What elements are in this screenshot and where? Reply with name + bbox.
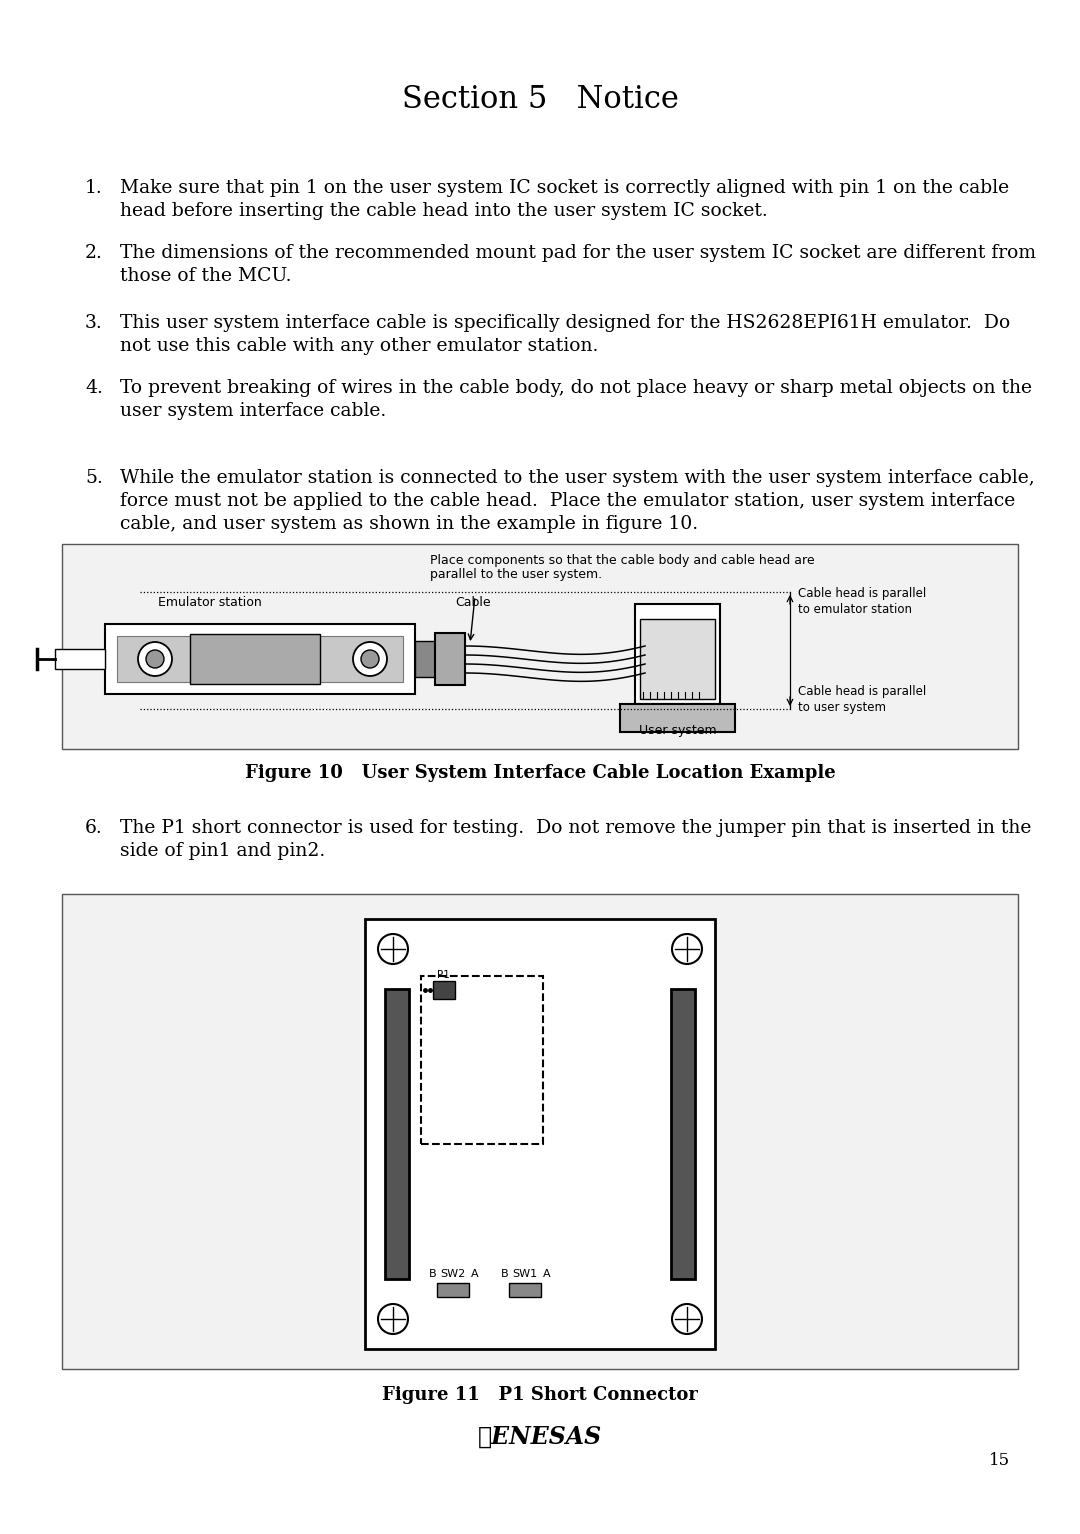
Text: Emulator station: Emulator station [158, 597, 261, 609]
Text: B: B [501, 1269, 509, 1279]
Text: While the emulator station is connected to the user system with the user system : While the emulator station is connected … [120, 469, 1035, 486]
Text: The P1 short connector is used for testing.  Do not remove the jumper pin that i: The P1 short connector is used for testi… [120, 819, 1031, 838]
Bar [635, 604, 720, 704]
Text: A: A [471, 1269, 478, 1279]
Bar [62, 894, 1018, 1368]
Text: To prevent breaking of wires in the cable body, do not place heavy or sharp meta: To prevent breaking of wires in the cabl… [120, 379, 1032, 397]
Text: SW2: SW2 [441, 1269, 465, 1279]
Text: ℜENESAS: ℜENESAS [478, 1425, 602, 1450]
Circle shape [378, 1304, 408, 1335]
Text: 6.: 6. [85, 819, 103, 838]
Text: user system interface cable.: user system interface cable. [120, 402, 387, 420]
Bar [433, 982, 455, 999]
Bar [105, 624, 415, 693]
Text: Figure 11   P1 Short Connector: Figure 11 P1 Short Connector [382, 1387, 698, 1404]
Text: 5.: 5. [85, 469, 103, 486]
Circle shape [361, 650, 379, 667]
Text: cable, and user system as shown in the example in figure 10.: cable, and user system as shown in the e… [120, 515, 698, 532]
Text: Cable head is parallel
to emulator station: Cable head is parallel to emulator stati… [798, 588, 927, 617]
Bar [190, 634, 320, 684]
Bar [509, 1282, 541, 1298]
Bar [62, 545, 1018, 749]
Circle shape [672, 1304, 702, 1335]
Text: head before inserting the cable head into the user system IC socket.: head before inserting the cable head int… [120, 202, 768, 219]
Text: P1: P1 [437, 969, 450, 980]
Text: Make sure that pin 1 on the user system IC socket is correctly aligned with pin : Make sure that pin 1 on the user system … [120, 179, 1009, 196]
Text: This user system interface cable is specifically designed for the HS2628EPI61H e: This user system interface cable is spec… [120, 314, 1010, 331]
Text: 1.: 1. [85, 179, 103, 196]
Bar [421, 976, 543, 1144]
Text: 4.: 4. [85, 379, 103, 397]
Text: force must not be applied to the cable head.  Place the emulator station, user s: force must not be applied to the cable h… [120, 492, 1015, 509]
Bar [117, 637, 403, 683]
Bar [365, 919, 715, 1348]
Text: Figure 10   User System Interface Cable Location Example: Figure 10 User System Interface Cable Lo… [245, 764, 835, 782]
Circle shape [353, 643, 387, 676]
Bar [640, 620, 715, 700]
Text: SW1: SW1 [512, 1269, 538, 1279]
Circle shape [138, 643, 172, 676]
Text: 3.: 3. [85, 314, 103, 331]
Circle shape [672, 934, 702, 963]
Text: side of pin1 and pin2.: side of pin1 and pin2. [120, 842, 325, 861]
Circle shape [146, 650, 164, 667]
Text: Cable: Cable [455, 597, 490, 609]
Text: 15: 15 [989, 1453, 1010, 1470]
Text: Section 5   Notice: Section 5 Notice [402, 84, 678, 115]
Text: Cable head is parallel
to user system: Cable head is parallel to user system [798, 686, 927, 713]
Text: The dimensions of the recommended mount pad for the user system IC socket are di: The dimensions of the recommended mount … [120, 244, 1036, 262]
Text: Place components so that the cable body and cable head are: Place components so that the cable body … [430, 554, 814, 568]
Text: parallel to the user system.: parallel to the user system. [430, 568, 603, 581]
Bar [55, 649, 105, 669]
Bar [620, 704, 735, 732]
Circle shape [378, 934, 408, 963]
Text: those of the MCU.: those of the MCU. [120, 267, 292, 285]
Text: User system: User system [638, 724, 716, 736]
Text: A: A [543, 1269, 551, 1279]
Text: not use this cable with any other emulator station.: not use this cable with any other emulat… [120, 337, 598, 354]
Bar [437, 1282, 469, 1298]
Text: 2.: 2. [85, 244, 103, 262]
Bar [415, 641, 435, 676]
Bar [384, 989, 409, 1279]
Bar [671, 989, 696, 1279]
Bar [435, 634, 465, 686]
Text: B: B [429, 1269, 436, 1279]
